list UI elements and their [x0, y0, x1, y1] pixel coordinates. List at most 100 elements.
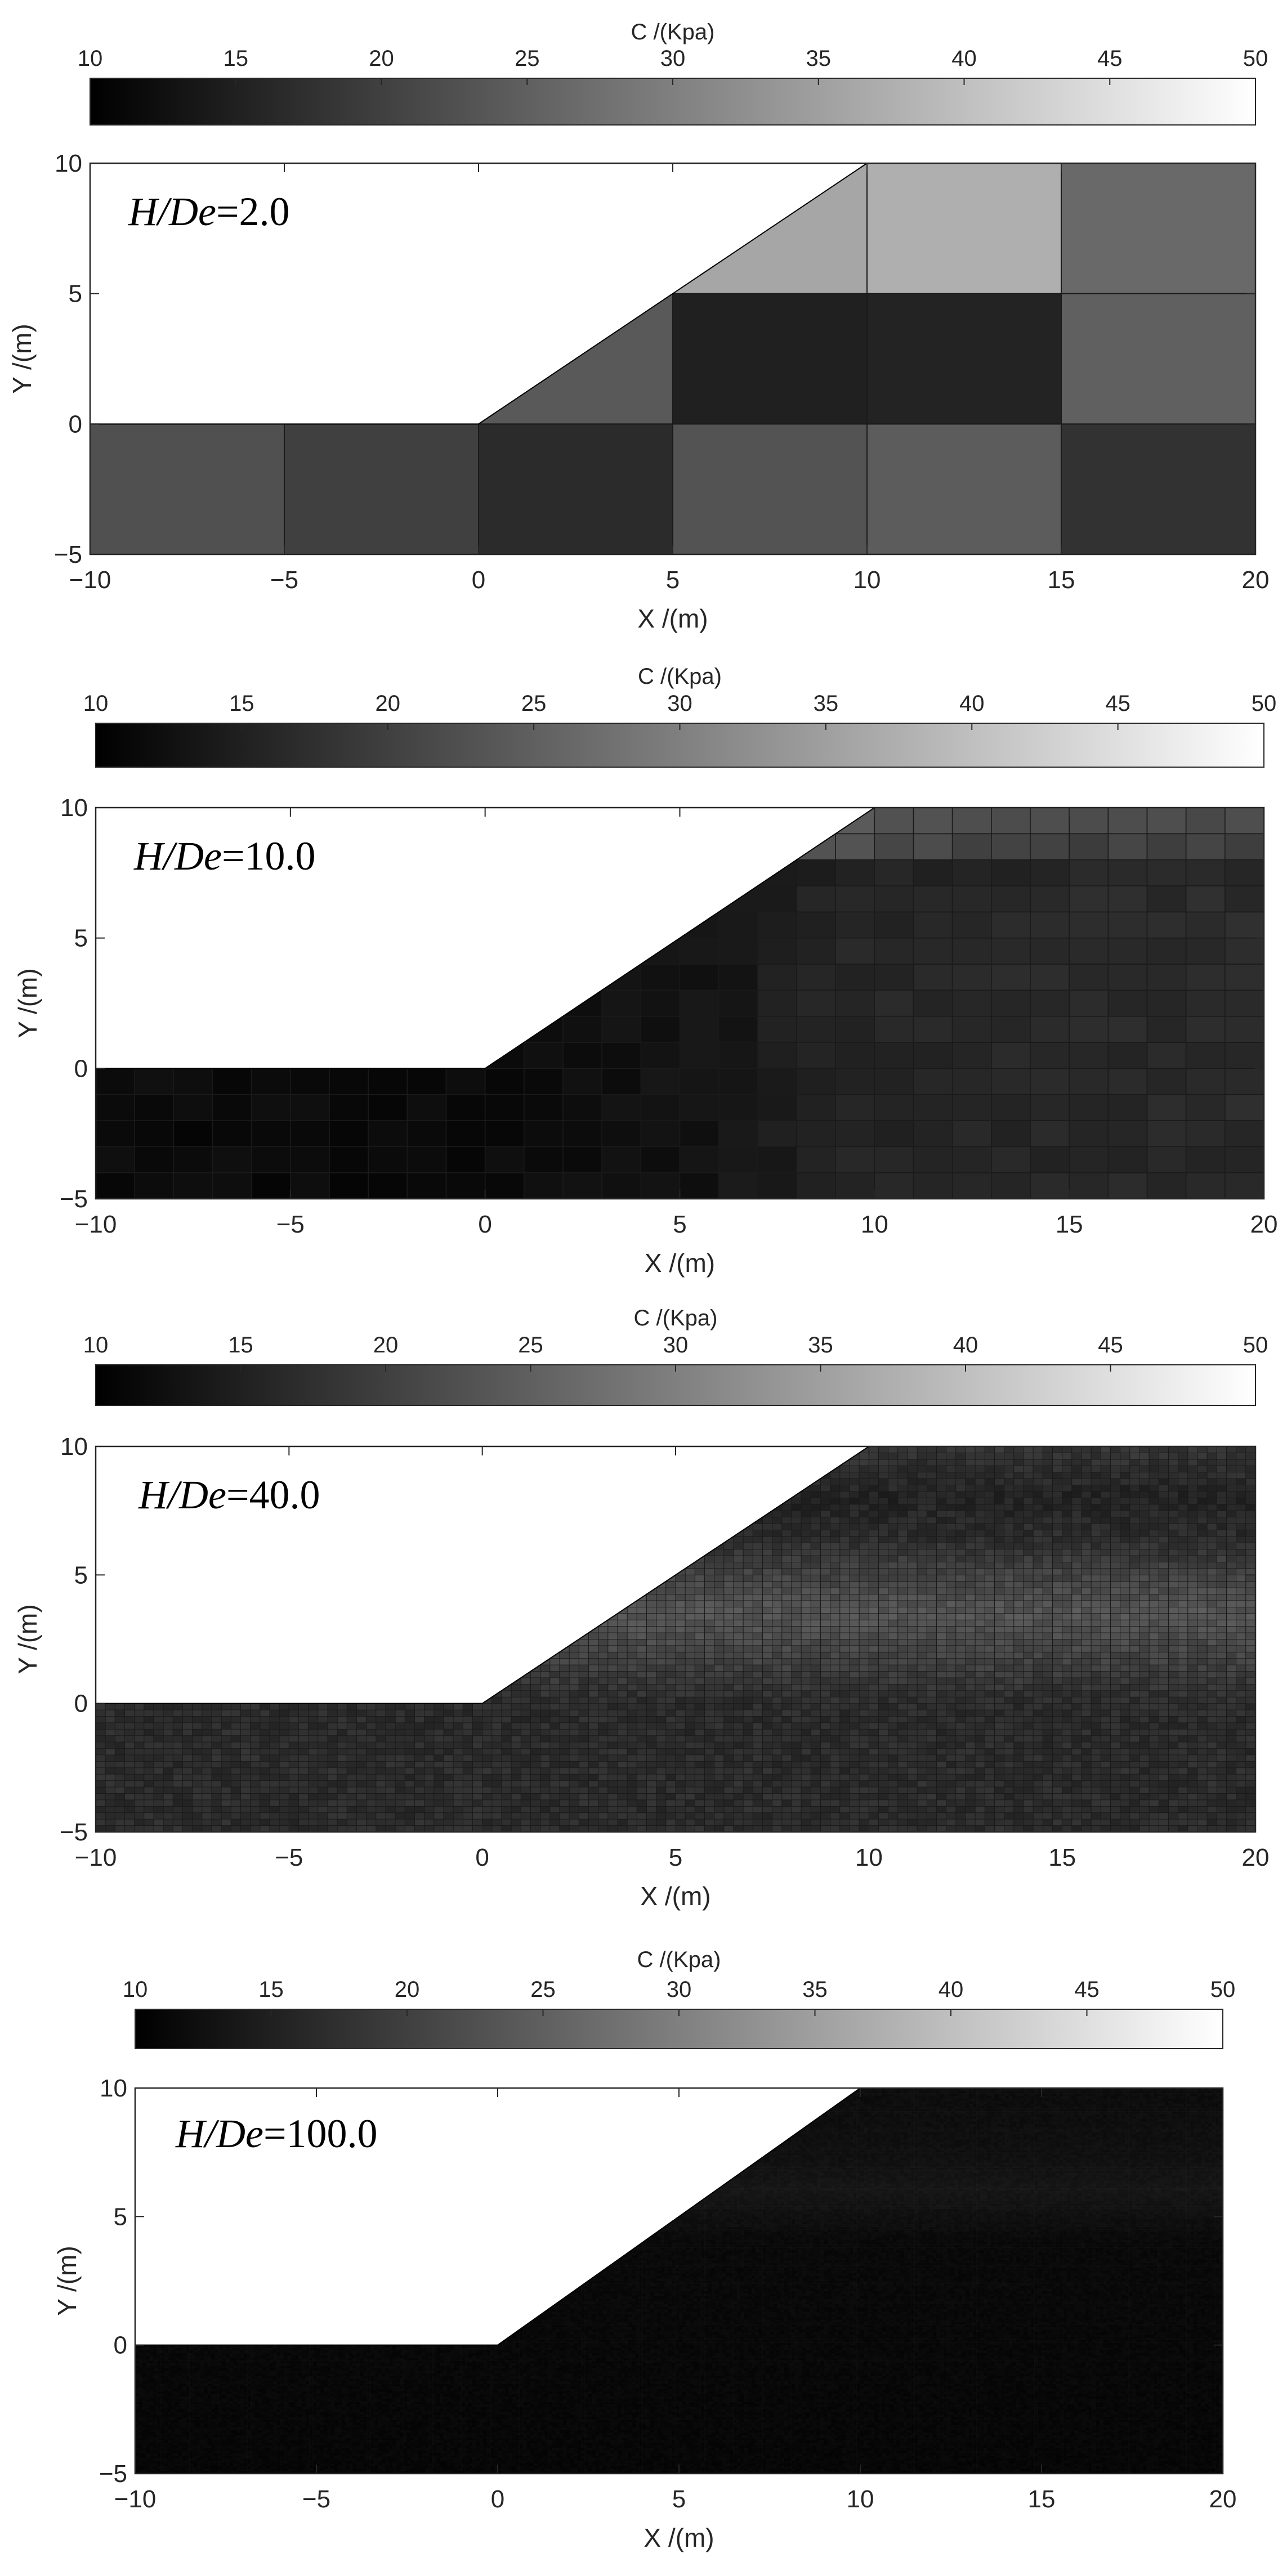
heatmap-cell [251, 1146, 291, 1173]
heatmap-cell [530, 1748, 541, 1755]
heatmap-cell [1110, 1690, 1121, 1697]
heatmap-cell [1178, 1504, 1188, 1511]
heatmap-cell [1197, 1574, 1208, 1582]
heatmap-cell [1168, 1639, 1179, 1646]
heatmap-cell [820, 1690, 831, 1697]
heatmap-cell [849, 1536, 860, 1543]
heatmap-cell [868, 1517, 879, 1524]
heatmap-cell [578, 1735, 589, 1742]
heatmap-cell [714, 1645, 725, 1652]
heatmap-cell [936, 1671, 947, 1678]
heatmap-cell [540, 1793, 551, 1800]
heatmap-cell [404, 1812, 415, 1820]
heatmap-cell [1225, 1042, 1264, 1069]
heatmap-cell [984, 1786, 995, 1794]
heatmap-cell [936, 1722, 947, 1730]
heatmap-cell [1023, 1478, 1034, 1485]
heatmap-cell [1168, 1517, 1179, 1524]
heatmap-cell [975, 1555, 985, 1562]
heatmap-cell [1061, 293, 1255, 425]
heatmap-cell [878, 1754, 889, 1762]
heatmap-cell [134, 1806, 145, 1813]
heatmap-cell [356, 1767, 367, 1775]
x-tick-label: 15 [1056, 1211, 1083, 1238]
heatmap-cell [578, 1722, 589, 1730]
heatmap-cell [1120, 1696, 1130, 1704]
heatmap-cell [810, 1728, 821, 1736]
heatmap-cell [1100, 1735, 1111, 1742]
heatmap-cell [1168, 1549, 1179, 1556]
heatmap-cell [1146, 1094, 1187, 1121]
heatmap-cell [260, 1722, 270, 1730]
heatmap-cell [443, 1818, 454, 1826]
heatmap-cell [1062, 1703, 1072, 1710]
heatmap-cell [801, 1594, 811, 1601]
heatmap-cell [704, 1613, 715, 1620]
heatmap-cell [723, 1799, 734, 1807]
heatmap-cell [1168, 1562, 1179, 1569]
heatmap-cell [1042, 1485, 1053, 1492]
heatmap-cell [820, 1485, 831, 1492]
heatmap-cell [994, 1748, 1005, 1755]
heatmap-cell [694, 1709, 705, 1717]
heatmap-cell [192, 1703, 203, 1710]
heatmap-cell [656, 1600, 667, 1607]
heatmap-cell [936, 1452, 947, 1460]
heatmap-cell [1081, 1517, 1092, 1524]
heatmap-cell [859, 1806, 869, 1813]
heatmap-cell [588, 1677, 599, 1685]
heatmap-cell [1149, 1594, 1159, 1601]
heatmap-cell [820, 1709, 831, 1717]
heatmap-cell [926, 1703, 937, 1710]
heatmap-cell [694, 1568, 705, 1575]
heatmap-cell [1158, 1465, 1169, 1473]
heatmap-cell [1100, 1632, 1111, 1639]
heatmap-cell [559, 1664, 570, 1672]
heatmap-cell [607, 1767, 618, 1775]
heatmap-cell [298, 1722, 309, 1730]
heatmap-cell [679, 1120, 720, 1148]
heatmap-cell [1023, 1600, 1034, 1607]
heatmap-cell [839, 1632, 850, 1639]
heatmap-cell [569, 1709, 579, 1717]
heatmap-cell [607, 1773, 618, 1781]
heatmap-cell [1197, 1523, 1208, 1530]
heatmap-cell [965, 1664, 976, 1672]
heatmap-cell [598, 1773, 609, 1781]
colorbar-tick-label: 15 [229, 691, 254, 716]
heatmap-cell [588, 1651, 599, 1659]
heatmap-cell [1187, 1799, 1198, 1807]
heatmap-cell [849, 1517, 860, 1524]
heatmap-cell [849, 1651, 860, 1659]
heatmap-cell [955, 1606, 966, 1614]
heatmap-cell [646, 1722, 657, 1730]
heatmap-cell [946, 1786, 957, 1794]
heatmap-cell [984, 1574, 995, 1582]
chart-panel-1: C /(Kpa)10 15 20 25 30 35 40 45 50−10 −5 0 5 10 15 20−… [7, 20, 1269, 633]
heatmap-cell [917, 1452, 927, 1460]
heatmap-cell [917, 1664, 927, 1672]
heatmap-cell [820, 1549, 831, 1556]
heatmap-cell [723, 1581, 734, 1588]
heatmap-cell [1178, 1523, 1188, 1530]
heatmap-cell [617, 1773, 628, 1781]
heatmap-cell [1139, 1485, 1150, 1492]
heatmap-cell [946, 1754, 957, 1762]
heatmap-cell [1069, 937, 1109, 965]
heatmap-cell [376, 1728, 386, 1736]
heatmap-cell [917, 1472, 927, 1479]
heatmap-cell [656, 1735, 667, 1742]
heatmap-cell [733, 1581, 744, 1588]
heatmap-cell [791, 1568, 802, 1575]
heatmap-cell [1013, 1651, 1024, 1659]
heatmap-cell [1187, 1677, 1198, 1685]
heatmap-cell [434, 1703, 444, 1710]
heatmap-cell [810, 1683, 821, 1691]
heatmap-cell [462, 1760, 473, 1768]
heatmap-cell [714, 1587, 725, 1595]
heatmap-cell [346, 1716, 357, 1723]
heatmap-cell [260, 1754, 270, 1762]
heatmap-cell [1187, 1786, 1198, 1794]
heatmap-cell [665, 1690, 676, 1697]
heatmap-cell [1030, 885, 1070, 913]
